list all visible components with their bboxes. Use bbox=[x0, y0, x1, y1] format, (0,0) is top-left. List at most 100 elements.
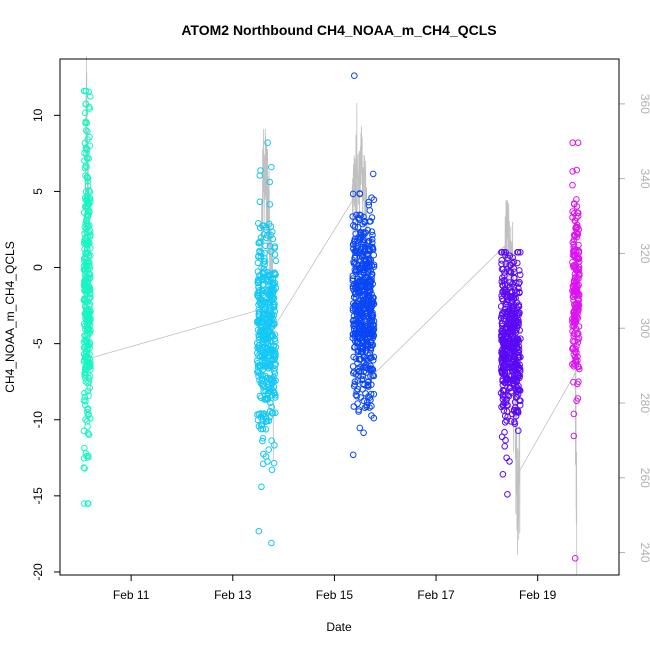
data-point bbox=[364, 284, 371, 292]
data-point bbox=[255, 317, 263, 324]
data-point bbox=[83, 155, 91, 162]
data-point bbox=[270, 317, 277, 324]
data-point bbox=[504, 376, 511, 384]
data-point bbox=[571, 320, 579, 327]
data-point bbox=[258, 483, 265, 491]
secondary-series-layer bbox=[84, 56, 578, 576]
data-point bbox=[515, 353, 522, 361]
data-point bbox=[353, 211, 360, 219]
data-point bbox=[80, 427, 88, 435]
data-point bbox=[86, 222, 93, 229]
data-point bbox=[353, 333, 361, 340]
data-point bbox=[358, 322, 366, 330]
data-point bbox=[84, 177, 92, 185]
data-point bbox=[503, 417, 510, 424]
x-axis-label: Date bbox=[326, 620, 352, 634]
data-point bbox=[270, 303, 278, 311]
data-point bbox=[270, 357, 277, 364]
data-point bbox=[269, 286, 277, 293]
data-point bbox=[369, 170, 377, 178]
data-point bbox=[510, 379, 518, 387]
data-point bbox=[353, 248, 360, 256]
data-point bbox=[85, 431, 93, 439]
data-point bbox=[349, 190, 357, 198]
data-point bbox=[260, 450, 267, 458]
plot-frame bbox=[59, 58, 620, 576]
data-point bbox=[569, 181, 576, 189]
data-point bbox=[574, 265, 582, 273]
data-point bbox=[356, 424, 364, 432]
data-point bbox=[257, 394, 265, 402]
data-point bbox=[83, 338, 91, 346]
data-point bbox=[256, 249, 263, 256]
data-point bbox=[82, 355, 89, 363]
data-point bbox=[367, 218, 374, 225]
data-point bbox=[350, 241, 357, 248]
data-point bbox=[515, 427, 522, 435]
data-point bbox=[354, 261, 362, 269]
data-point bbox=[514, 386, 522, 394]
data-point bbox=[501, 428, 508, 436]
data-point bbox=[80, 464, 88, 471]
data-point bbox=[254, 253, 262, 261]
y2-tick-label-4: 320 bbox=[638, 243, 650, 263]
data-point bbox=[254, 326, 262, 334]
data-point bbox=[515, 309, 522, 317]
data-point bbox=[269, 235, 277, 243]
data-point bbox=[354, 385, 362, 393]
data-point bbox=[259, 460, 267, 468]
data-point bbox=[85, 392, 92, 399]
data-point bbox=[511, 291, 518, 299]
data-point bbox=[271, 251, 279, 258]
data-point bbox=[268, 466, 276, 474]
data-point bbox=[515, 336, 522, 343]
data-point bbox=[84, 128, 91, 135]
data-point bbox=[570, 281, 578, 289]
data-point bbox=[355, 332, 363, 339]
data-point bbox=[501, 272, 508, 280]
data-point bbox=[570, 252, 578, 260]
data-point bbox=[258, 351, 266, 359]
data-point bbox=[365, 198, 373, 206]
y-tick-label-1: 5 bbox=[31, 188, 45, 195]
data-point bbox=[82, 118, 89, 126]
data-point bbox=[499, 353, 507, 361]
series-3 bbox=[497, 249, 524, 498]
data-point bbox=[366, 317, 374, 324]
data-point bbox=[264, 268, 271, 276]
data-point bbox=[511, 275, 518, 282]
data-point bbox=[83, 284, 90, 292]
series-1 bbox=[253, 139, 280, 547]
data-point bbox=[510, 324, 518, 331]
data-point bbox=[81, 266, 88, 273]
data-point bbox=[270, 387, 277, 394]
data-point bbox=[369, 372, 377, 379]
data-point bbox=[355, 372, 362, 379]
data-point bbox=[574, 139, 582, 146]
data-point bbox=[349, 451, 357, 459]
y2-tick-label-2: 280 bbox=[638, 393, 650, 413]
data-point bbox=[81, 332, 88, 340]
y-tick-label-3: -5 bbox=[31, 338, 45, 349]
data-point bbox=[571, 555, 579, 562]
data-point bbox=[270, 459, 278, 467]
x-tick-label-2: Feb 15 bbox=[316, 588, 354, 602]
data-point bbox=[570, 378, 577, 386]
y2-tick-label-3: 300 bbox=[638, 318, 650, 338]
data-point bbox=[268, 163, 275, 171]
data-point bbox=[81, 444, 88, 452]
data-point bbox=[508, 305, 516, 312]
x-tick-label-4: Feb 19 bbox=[519, 588, 557, 602]
data-point bbox=[271, 390, 278, 397]
data-point bbox=[269, 379, 276, 387]
data-point bbox=[82, 250, 89, 257]
data-point bbox=[86, 133, 93, 141]
data-point bbox=[84, 322, 92, 329]
data-point bbox=[367, 304, 374, 312]
data-point bbox=[366, 355, 374, 362]
data-point bbox=[368, 228, 376, 235]
data-point bbox=[262, 426, 270, 433]
data-point bbox=[367, 362, 374, 370]
data-point bbox=[502, 300, 510, 308]
data-point bbox=[269, 346, 276, 353]
